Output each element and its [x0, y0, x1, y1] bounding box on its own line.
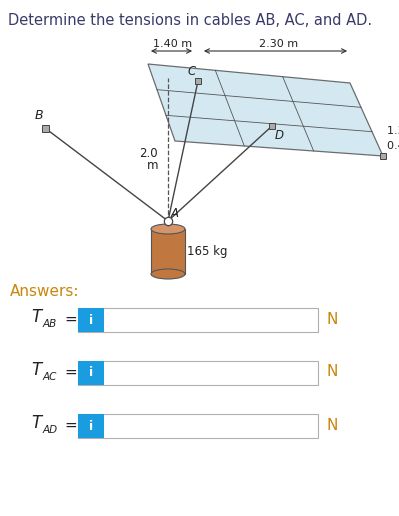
Text: 1.30 m: 1.30 m — [387, 126, 399, 136]
Bar — [380, 153, 386, 159]
Bar — [78, 308, 104, 332]
Text: 1.40 m: 1.40 m — [154, 39, 193, 49]
Text: N: N — [326, 417, 338, 432]
Text: =: = — [64, 417, 77, 432]
Text: D: D — [275, 129, 284, 142]
Text: N: N — [326, 312, 338, 327]
Text: T: T — [31, 361, 41, 379]
Text: C: C — [188, 65, 196, 78]
Bar — [78, 414, 104, 438]
Text: T: T — [31, 308, 41, 326]
Text: Determine the tensions in cables AB, AC, and AD.: Determine the tensions in cables AB, AC,… — [8, 13, 372, 28]
Text: A: A — [171, 207, 179, 220]
Text: AC: AC — [43, 372, 57, 382]
Text: =: = — [64, 364, 77, 379]
Text: 2.0: 2.0 — [139, 147, 158, 160]
Text: 165 kg: 165 kg — [187, 245, 227, 258]
Bar — [151, 229, 185, 274]
Polygon shape — [148, 64, 383, 156]
Text: m: m — [146, 159, 158, 172]
Bar — [78, 308, 318, 332]
Ellipse shape — [151, 269, 185, 279]
Text: T: T — [31, 414, 41, 432]
Text: i: i — [89, 420, 93, 432]
Text: AD: AD — [43, 425, 58, 435]
Bar — [78, 361, 104, 385]
Text: 2.30 m: 2.30 m — [259, 39, 298, 49]
Text: i: i — [89, 314, 93, 327]
Bar — [41, 124, 49, 132]
Text: B: B — [34, 109, 43, 122]
Bar — [269, 123, 275, 129]
Text: N: N — [326, 364, 338, 379]
Bar — [195, 78, 201, 84]
Bar — [78, 361, 318, 385]
Text: Answers:: Answers: — [10, 284, 79, 299]
Text: =: = — [64, 312, 77, 327]
Ellipse shape — [151, 224, 185, 234]
Text: 0.40 m: 0.40 m — [387, 141, 399, 151]
Text: i: i — [89, 366, 93, 379]
Bar — [78, 414, 318, 438]
Text: AB: AB — [43, 319, 57, 329]
